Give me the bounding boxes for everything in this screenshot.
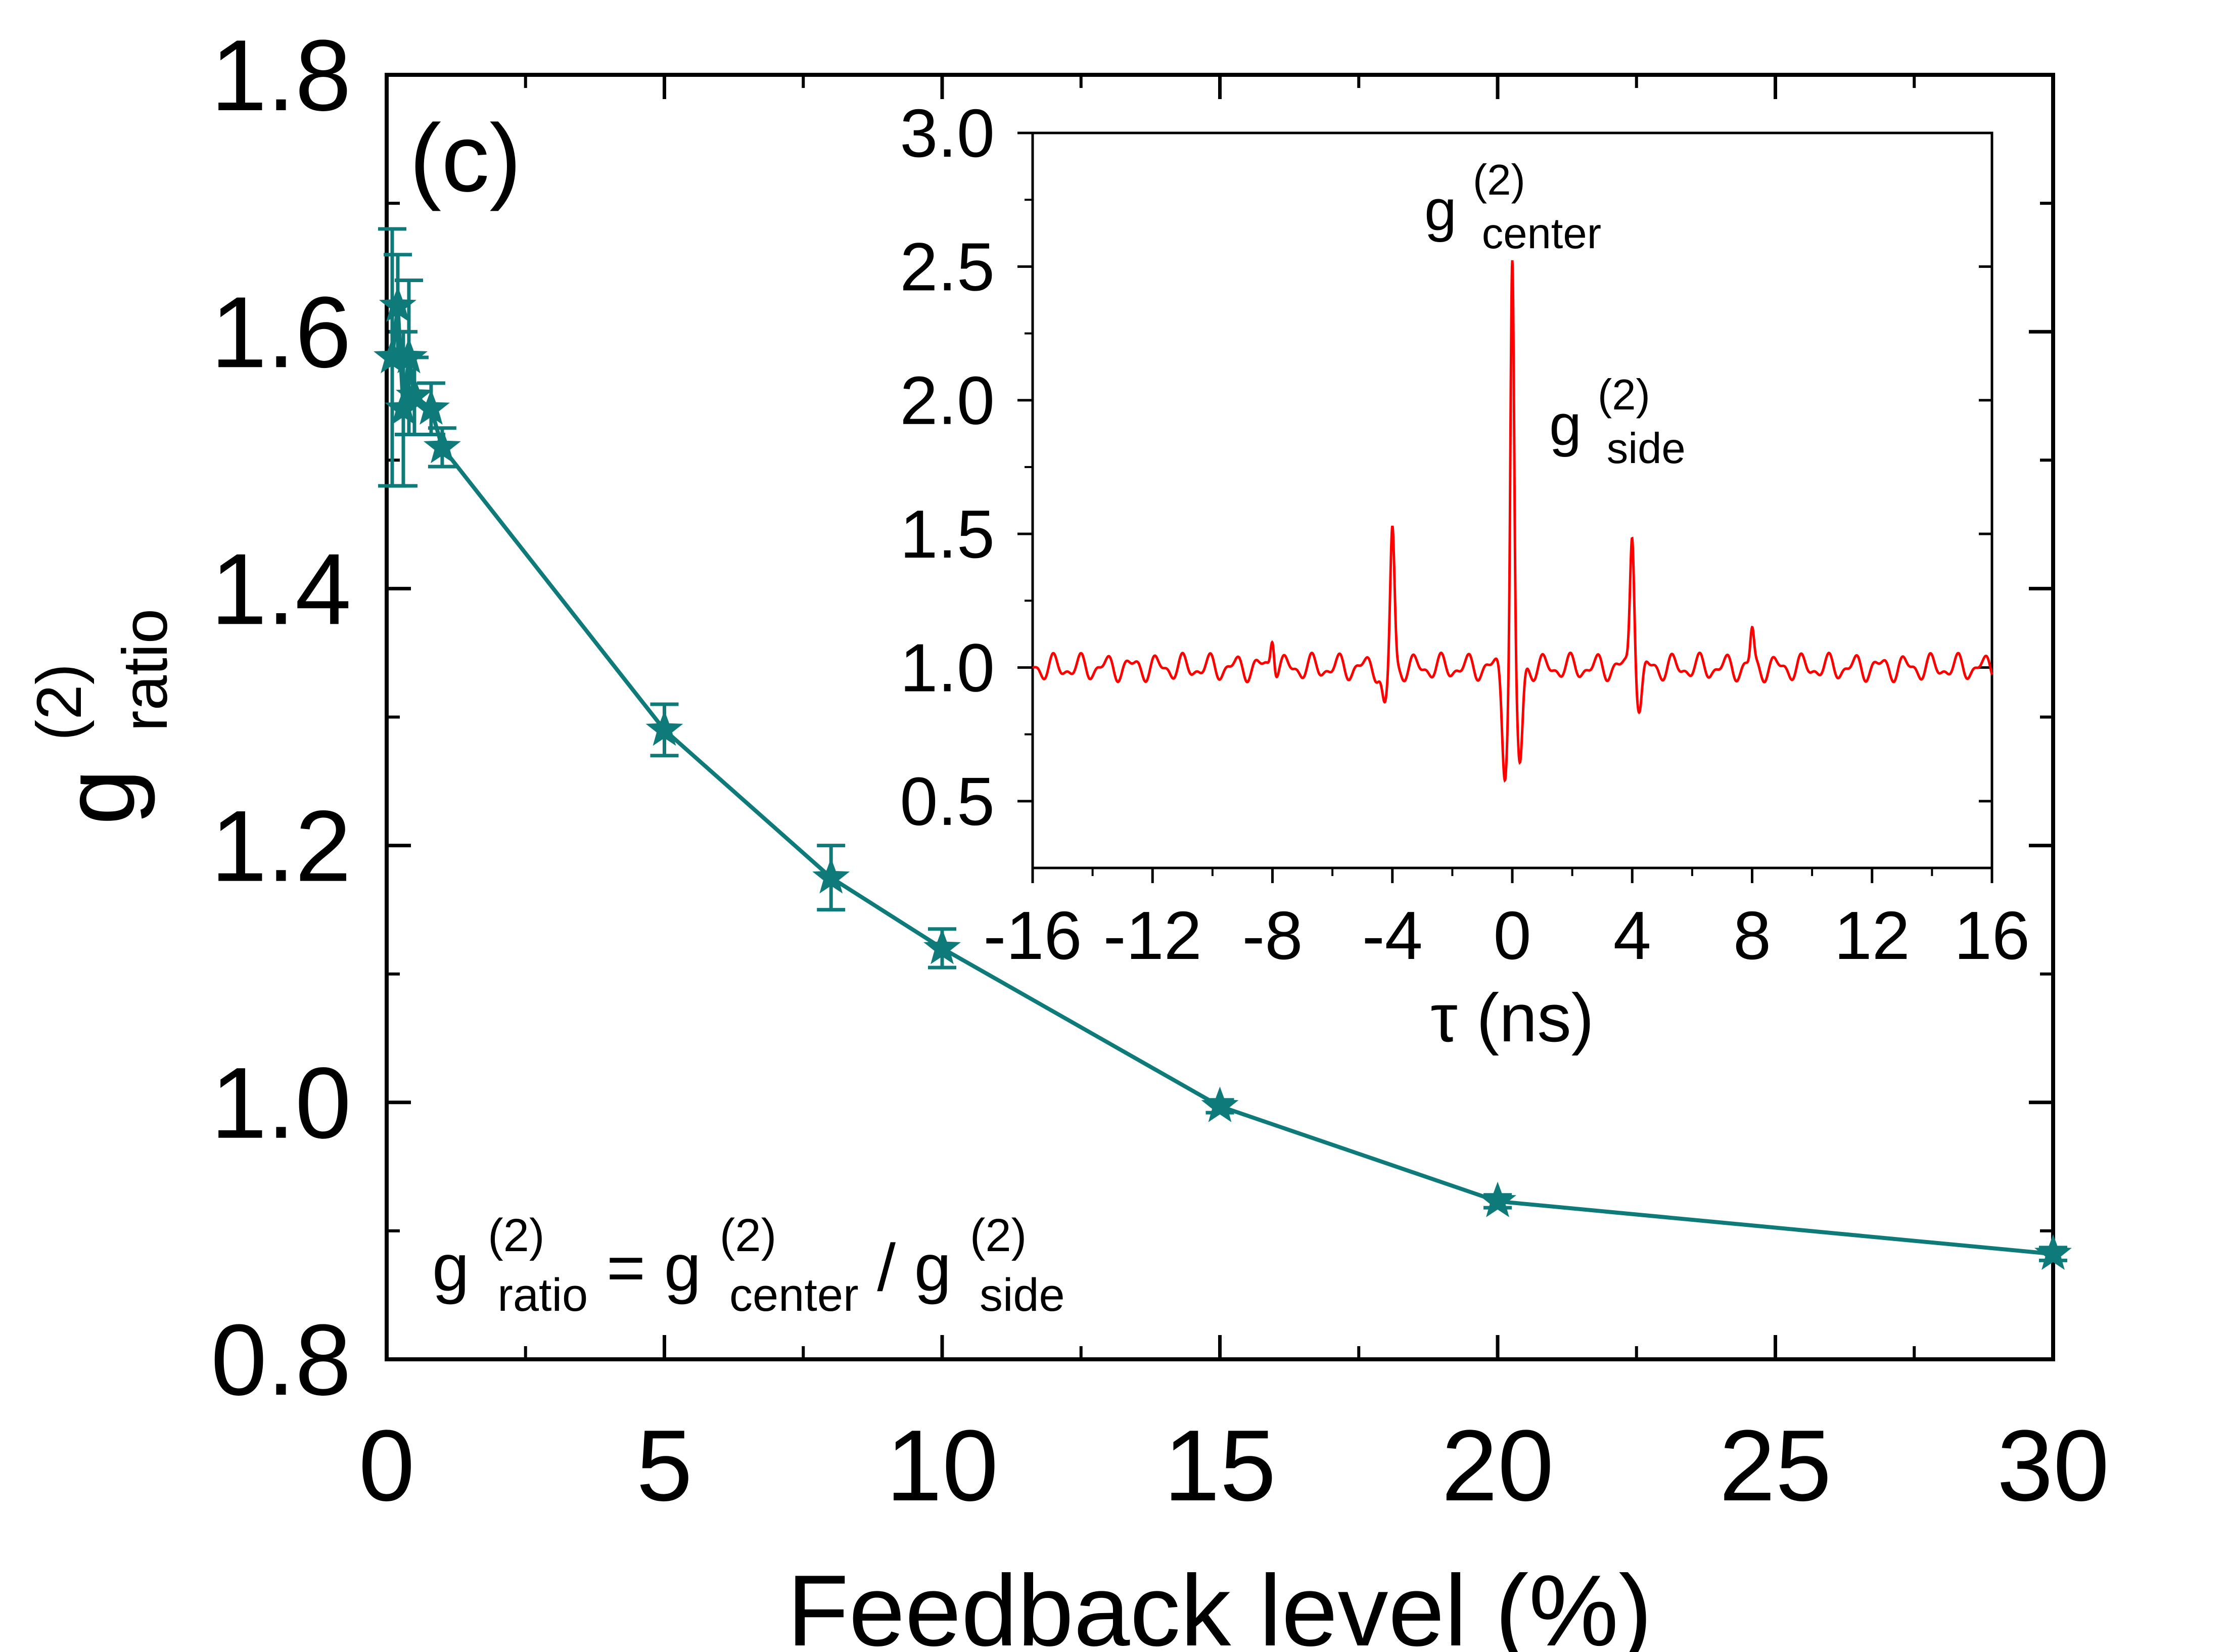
inset-x-tick-label: -16 xyxy=(983,897,1082,974)
data-point-star xyxy=(645,710,683,746)
inset-x-tick-label: 12 xyxy=(1834,897,1910,974)
x-tick-label: 0 xyxy=(358,1409,414,1522)
inset-center-g: g xyxy=(1424,178,1457,243)
x-tick-label: 10 xyxy=(886,1409,998,1522)
inset-y-tick-label: 1.5 xyxy=(900,496,995,572)
inset-y-tick-label: 3.0 xyxy=(900,95,995,171)
formula-center-sub: center xyxy=(729,1269,859,1321)
inset-y-tick-label: 1.0 xyxy=(900,629,995,706)
inset-side-g: g xyxy=(1549,393,1582,457)
panel-label: (c) xyxy=(409,105,522,212)
inset-center-sup: (2) xyxy=(1473,156,1525,204)
formula-equals: = xyxy=(607,1230,645,1305)
x-tick-label: 30 xyxy=(1997,1409,2109,1522)
data-point-star xyxy=(923,929,961,965)
y-tick-label: 1.0 xyxy=(211,1047,351,1160)
formula-ratio-sup: (2) xyxy=(488,1210,544,1261)
inset-x-tick-label: 16 xyxy=(1954,897,2030,974)
inset-x-axis-label: τ (ns) xyxy=(1430,980,1594,1056)
y-axis-label: g (2) ratio xyxy=(0,609,180,825)
y-axis-label-sup: (2) xyxy=(24,664,95,741)
formula-center-g: g xyxy=(664,1230,701,1305)
inset-series xyxy=(1032,260,1993,783)
y-tick-label: 1.2 xyxy=(211,790,351,903)
y-axis-label-sub: ratio xyxy=(110,609,180,731)
y-tick-label: 1.8 xyxy=(211,19,351,132)
x-axis-label: Feedback level (%) xyxy=(787,1554,1652,1652)
x-tick-label: 15 xyxy=(1164,1409,1276,1522)
formula-side-sup: (2) xyxy=(970,1210,1027,1261)
data-point-star xyxy=(812,858,850,894)
formula-side-g: g xyxy=(914,1230,951,1305)
inset-side-sup: (2) xyxy=(1598,371,1650,419)
formula-side-sub: side xyxy=(980,1269,1065,1321)
inset-label-center: g (2) center xyxy=(1424,143,1601,258)
data-point-star xyxy=(379,286,416,322)
x-tick-label: 20 xyxy=(1442,1409,1554,1522)
inset-y-tick-label: 2.5 xyxy=(900,228,995,305)
x-tick-label: 25 xyxy=(1719,1409,1831,1522)
main-series xyxy=(374,227,2072,1270)
inset-label-side: g (2) side xyxy=(1549,357,1686,473)
inset-data-line xyxy=(1032,260,1993,783)
data-point-star xyxy=(412,389,450,425)
inset-x-tick-label: 0 xyxy=(1493,897,1531,974)
inset-center-sub: center xyxy=(1482,210,1601,258)
formula-ratio-g: g xyxy=(432,1230,469,1305)
data-point-star xyxy=(1479,1181,1516,1217)
data-point-star xyxy=(2034,1234,2072,1270)
inset-side-sub: side xyxy=(1607,425,1686,473)
y-tick-label: 1.6 xyxy=(211,276,351,389)
main-ticks: 0 5 10 15 20 25 30 0.8 1.0 1.2 1.4 1.6 1.8 xyxy=(211,19,2109,1522)
formula-slash: / xyxy=(877,1230,896,1305)
inset-x-tick-label: 4 xyxy=(1613,897,1651,974)
data-point-star xyxy=(423,428,461,464)
inset-y-tick-label: 0.5 xyxy=(900,763,995,840)
inset-ticks: -16 -12 -8 -4 0 4 8 12 16 0.5 1.0 1.5 2.0 2.5 3.0 xyxy=(900,95,2030,974)
x-tick-label: 5 xyxy=(636,1409,692,1522)
inset-x-tick-label: -12 xyxy=(1103,897,1202,974)
y-tick-label: 1.4 xyxy=(211,533,351,646)
formula-ratio-sub: ratio xyxy=(497,1269,588,1321)
inset-x-tick-label: -8 xyxy=(1242,897,1303,974)
y-axis-label-base: g xyxy=(43,769,156,825)
y-tick-label: 0.8 xyxy=(211,1304,351,1416)
inset-x-tick-label: -4 xyxy=(1362,897,1423,974)
formula-center-sup: (2) xyxy=(720,1210,776,1261)
inset-plot-frame xyxy=(1031,131,1993,869)
inset-x-tick-label: 8 xyxy=(1733,897,1771,974)
inset-y-tick-label: 2.0 xyxy=(900,362,995,439)
ratio-formula: g (2) ratio = g (2) center / g (2) side xyxy=(432,1191,1065,1325)
data-point-star xyxy=(1201,1086,1239,1122)
svg-text:g (2) ratio: g (2) ratio xyxy=(0,609,180,825)
